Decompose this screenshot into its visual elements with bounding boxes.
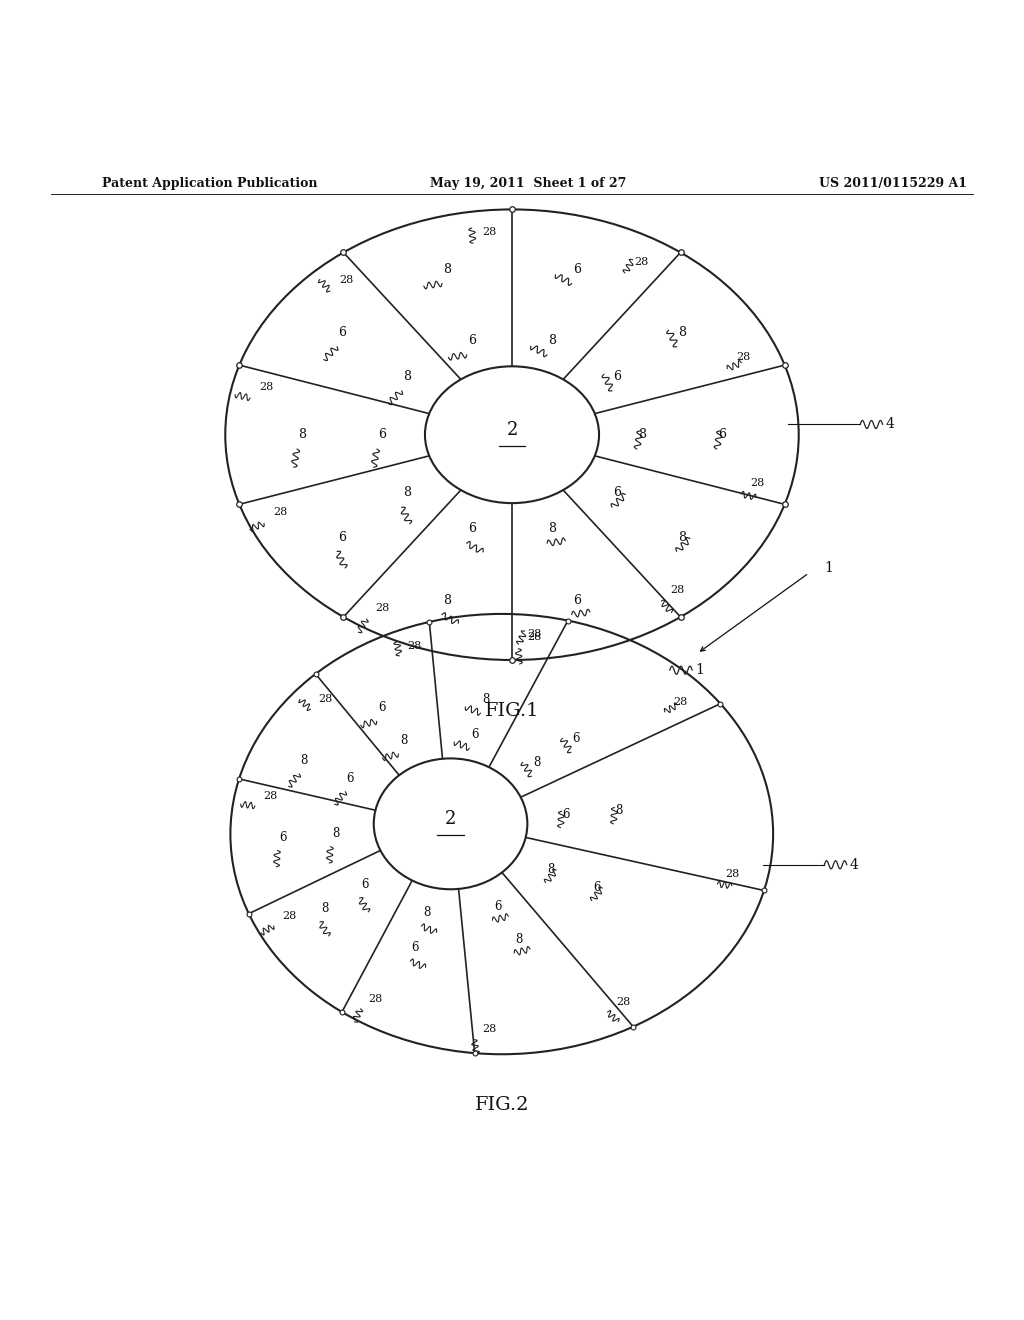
Text: 8: 8 xyxy=(678,531,686,544)
Text: 8: 8 xyxy=(638,428,646,441)
Text: 6: 6 xyxy=(378,701,386,714)
Text: 6: 6 xyxy=(468,523,476,536)
Text: Patent Application Publication: Patent Application Publication xyxy=(102,177,317,190)
Text: FIG.2: FIG.2 xyxy=(474,1097,529,1114)
Text: 6: 6 xyxy=(572,733,580,746)
Text: 8: 8 xyxy=(547,863,554,876)
Text: 8: 8 xyxy=(322,903,329,915)
Text: 1: 1 xyxy=(824,561,834,574)
Text: 8: 8 xyxy=(443,594,452,607)
Text: 28: 28 xyxy=(527,628,541,639)
Text: 6: 6 xyxy=(346,772,354,785)
Text: 28: 28 xyxy=(369,994,383,1003)
Text: 8: 8 xyxy=(402,370,411,383)
Text: 4: 4 xyxy=(850,858,859,871)
Text: 28: 28 xyxy=(634,256,648,267)
Text: 8: 8 xyxy=(678,326,686,339)
Text: 28: 28 xyxy=(408,640,422,651)
Text: 8: 8 xyxy=(443,263,452,276)
Text: 28: 28 xyxy=(376,603,390,612)
Text: 1: 1 xyxy=(695,663,705,677)
Text: 8: 8 xyxy=(298,428,306,441)
Text: 8: 8 xyxy=(532,756,541,770)
Text: 4: 4 xyxy=(886,417,895,432)
Text: 6: 6 xyxy=(562,808,569,821)
Text: 28: 28 xyxy=(673,697,687,706)
Text: 8: 8 xyxy=(423,907,430,919)
Text: 2: 2 xyxy=(444,809,457,828)
Text: 28: 28 xyxy=(615,997,630,1007)
Ellipse shape xyxy=(425,367,599,503)
Text: 28: 28 xyxy=(527,632,542,643)
Text: 6: 6 xyxy=(494,900,502,913)
Ellipse shape xyxy=(374,759,527,890)
Text: 8: 8 xyxy=(332,826,339,840)
Text: 28: 28 xyxy=(282,911,296,921)
Text: US 2011/0115229 A1: US 2011/0115229 A1 xyxy=(819,177,968,190)
Text: 28: 28 xyxy=(751,478,765,488)
Text: 8: 8 xyxy=(482,693,489,706)
Text: 28: 28 xyxy=(736,352,751,363)
Text: 8: 8 xyxy=(399,734,408,747)
Text: 8: 8 xyxy=(516,933,523,946)
Text: 6: 6 xyxy=(613,370,622,383)
Text: 28: 28 xyxy=(726,869,740,879)
Text: 6: 6 xyxy=(412,941,419,954)
Text: 6: 6 xyxy=(718,428,726,441)
Text: 28: 28 xyxy=(482,227,497,238)
Text: 28: 28 xyxy=(339,275,353,285)
Text: 6: 6 xyxy=(572,263,581,276)
Text: FIG.1: FIG.1 xyxy=(484,702,540,721)
Text: 28: 28 xyxy=(482,1024,497,1035)
Text: 8: 8 xyxy=(614,804,623,817)
Text: 6: 6 xyxy=(471,729,478,742)
Text: 8: 8 xyxy=(548,523,556,536)
Text: 28: 28 xyxy=(318,694,333,704)
Text: 6: 6 xyxy=(378,428,386,441)
Text: 8: 8 xyxy=(301,754,308,767)
Text: 6: 6 xyxy=(338,531,346,544)
Text: 6: 6 xyxy=(360,878,369,891)
Text: 6: 6 xyxy=(338,326,346,339)
Text: 2: 2 xyxy=(506,421,518,438)
Text: 6: 6 xyxy=(572,594,581,607)
Text: 28: 28 xyxy=(263,791,278,801)
Text: 8: 8 xyxy=(548,334,556,347)
Text: May 19, 2011  Sheet 1 of 27: May 19, 2011 Sheet 1 of 27 xyxy=(430,177,627,190)
Text: 28: 28 xyxy=(259,381,273,392)
Text: 6: 6 xyxy=(593,880,601,894)
Text: 6: 6 xyxy=(279,830,287,843)
Text: 6: 6 xyxy=(468,334,476,347)
Text: 6: 6 xyxy=(613,487,622,499)
Text: 8: 8 xyxy=(402,487,411,499)
Text: 28: 28 xyxy=(273,507,288,517)
Text: 28: 28 xyxy=(671,585,685,595)
